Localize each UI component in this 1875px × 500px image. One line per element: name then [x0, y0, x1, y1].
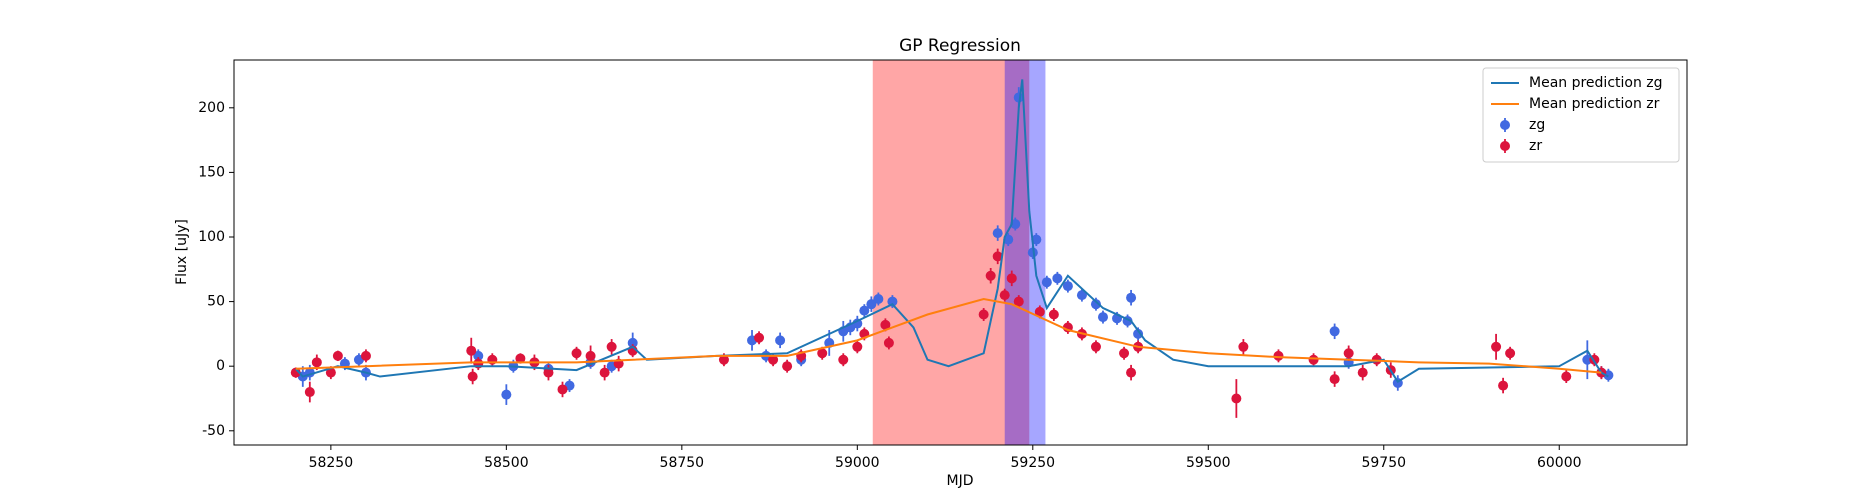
- data-point: [1329, 374, 1340, 385]
- x-tick-label: 60000: [1537, 455, 1582, 471]
- legend-label: zg: [1529, 117, 1545, 133]
- x-tick-label: 59500: [1186, 455, 1231, 471]
- data-point: [1491, 341, 1502, 352]
- data-point: [1076, 290, 1087, 301]
- data-point: [1308, 354, 1319, 365]
- chart-title: GP Regression: [899, 36, 1021, 56]
- data-point: [557, 384, 568, 395]
- data-point: [775, 335, 786, 346]
- data-point: [1133, 328, 1144, 339]
- data-point: [1126, 292, 1137, 303]
- data-point: [1048, 309, 1059, 320]
- plot-area: [290, 60, 1614, 445]
- data-point: [859, 305, 870, 316]
- data-point: [360, 350, 371, 361]
- y-tick-label: 50: [207, 294, 225, 310]
- data-point: [992, 251, 1003, 262]
- data-point: [852, 341, 863, 352]
- legend: Mean prediction zg Mean prediction zr zg zr: [1482, 67, 1680, 163]
- prediction-line: [295, 297, 1602, 374]
- data-point: [999, 290, 1010, 301]
- legend-box: [1482, 67, 1680, 163]
- data-point: [1052, 273, 1063, 284]
- data-point: [585, 350, 596, 361]
- legend-label: Mean prediction zg: [1529, 75, 1663, 91]
- data-point: [887, 296, 898, 307]
- y-tick-label: -50: [202, 423, 225, 439]
- data-point: [873, 294, 884, 305]
- data-point: [1231, 393, 1242, 404]
- x-tick-label: 59750: [1361, 455, 1406, 471]
- x-tick-label: 58750: [660, 455, 705, 471]
- data-point: [1126, 367, 1137, 378]
- data-point: [985, 270, 996, 281]
- y-axis-label: Flux [uJy]: [174, 219, 190, 285]
- data-point: [1041, 277, 1052, 288]
- x-axis-label: MJD: [947, 473, 974, 489]
- data-point: [599, 367, 610, 378]
- x-tick-label: 58250: [309, 455, 354, 471]
- data-point: [1505, 348, 1516, 359]
- data-point: [332, 350, 343, 361]
- data-point: [1119, 348, 1130, 359]
- data-point: [880, 319, 891, 330]
- data-point: [978, 309, 989, 320]
- data-point: [304, 387, 315, 398]
- data-point: [311, 357, 322, 368]
- data-point: [1329, 326, 1340, 337]
- data-point: [1031, 234, 1042, 245]
- legend-swatch: [1500, 120, 1510, 130]
- data-point: [1582, 354, 1593, 365]
- data-point: [866, 299, 877, 310]
- data-point: [1034, 306, 1045, 317]
- data-point: [992, 228, 1003, 239]
- data-point: [467, 371, 478, 382]
- data-point: [1062, 281, 1073, 292]
- data-point: [325, 367, 336, 378]
- x-tick-label: 59250: [1011, 455, 1056, 471]
- data-point: [543, 367, 554, 378]
- data-point: [817, 348, 828, 359]
- data-point: [782, 361, 793, 372]
- data-point: [1273, 350, 1284, 361]
- data-point: [1343, 348, 1354, 359]
- data-point: [627, 337, 638, 348]
- data-point: [501, 389, 512, 400]
- legend-label: Mean prediction zr: [1529, 96, 1660, 112]
- axes-frame: [233, 59, 1688, 446]
- data-point: [1238, 341, 1249, 352]
- x-tick-label: 58500: [484, 455, 529, 471]
- data-point: [1357, 367, 1368, 378]
- data-point: [718, 354, 729, 365]
- legend-label: zr: [1529, 138, 1542, 154]
- y-tick-label: 100: [198, 229, 225, 245]
- data-point: [466, 345, 477, 356]
- data-point: [1013, 296, 1024, 307]
- data-point: [473, 350, 484, 361]
- data-point: [606, 341, 617, 352]
- y-tick-label: 150: [198, 164, 225, 180]
- data-point: [883, 337, 894, 348]
- y-tick-label: 0: [216, 358, 225, 374]
- data-point: [1097, 312, 1108, 323]
- data-point: [571, 348, 582, 359]
- data-point: [838, 354, 849, 365]
- prediction-line: [295, 79, 1609, 384]
- x-tick-label: 59000: [835, 455, 880, 471]
- y-tick-label: 200: [198, 100, 225, 116]
- data-point: [768, 354, 779, 365]
- data-point: [1561, 371, 1572, 382]
- data-point: [1006, 273, 1017, 284]
- data-point: [1498, 380, 1509, 391]
- data-point: [1090, 341, 1101, 352]
- data-point: [515, 353, 526, 364]
- legend-swatch: [1500, 141, 1510, 151]
- data-point: [1090, 299, 1101, 310]
- data-point: [754, 332, 765, 343]
